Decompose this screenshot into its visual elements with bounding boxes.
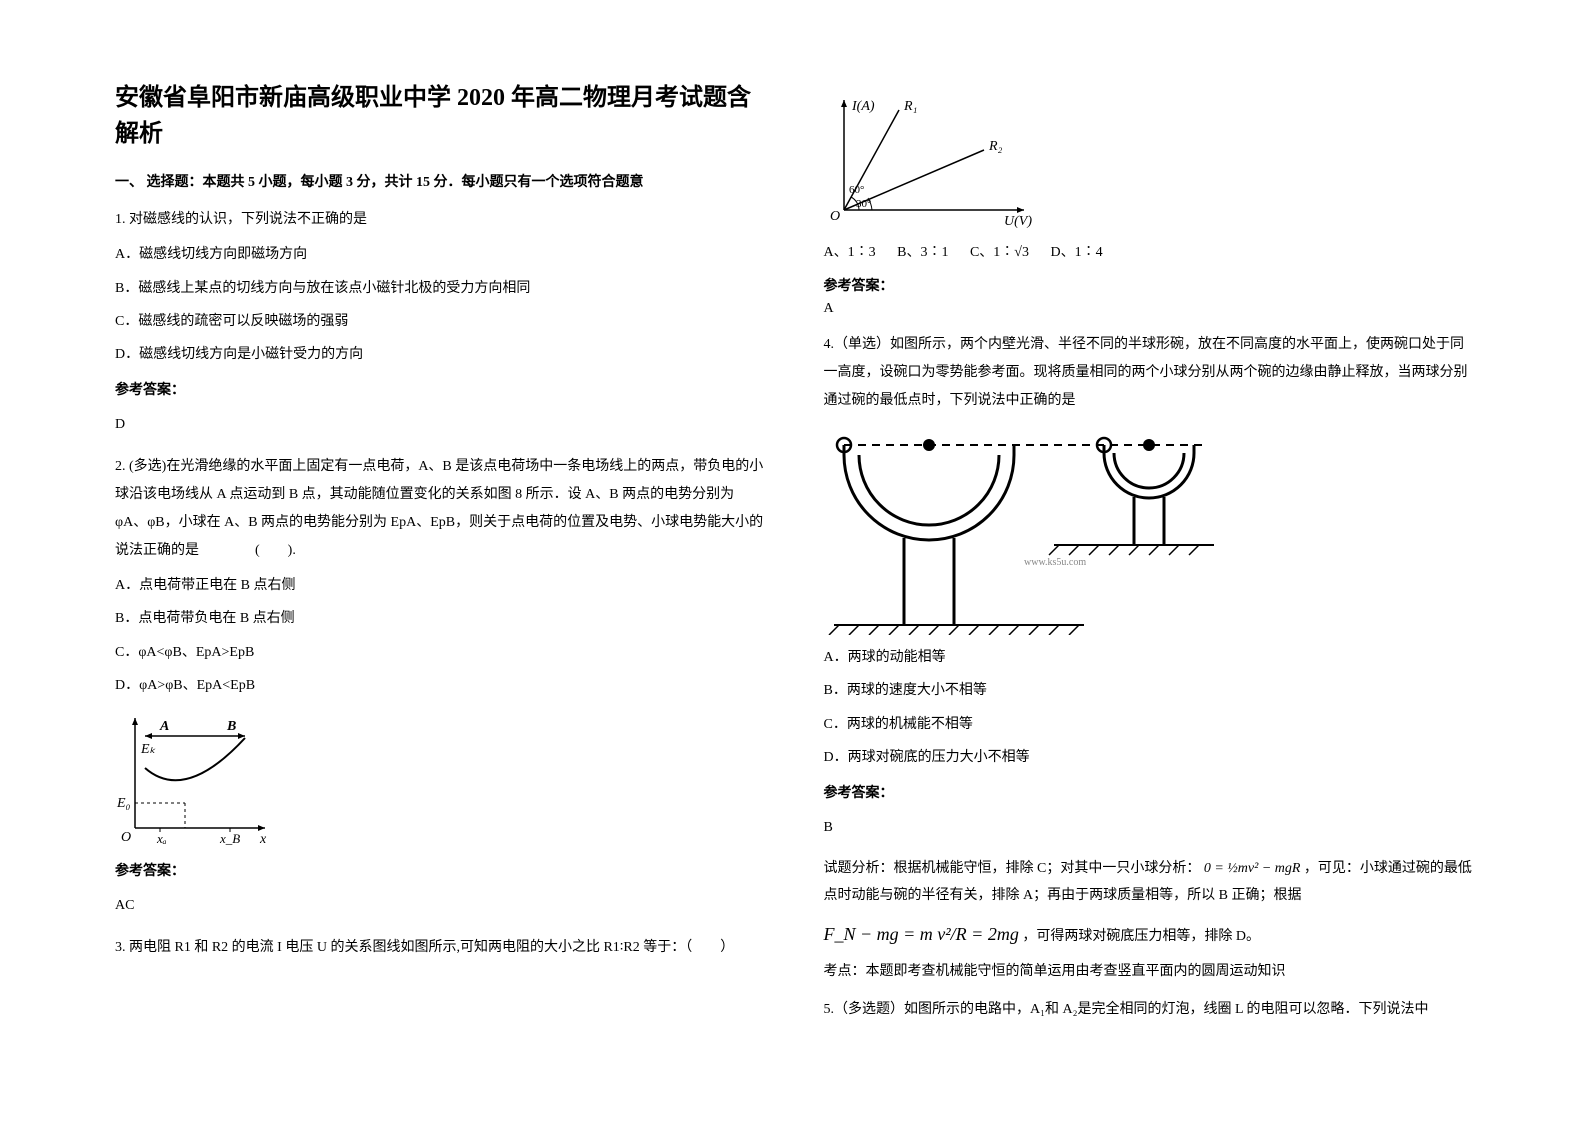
q4-answer-label: 参考答案：: [824, 780, 1473, 808]
q4-option-a: A．两球的动能相等: [824, 645, 1473, 670]
q4-option-d: D．两球对碗底的压力大小不相等: [824, 745, 1473, 770]
q2-label-xb: x_B: [219, 831, 240, 846]
q3-opt-d: D、1∶4: [1051, 245, 1103, 260]
q4-stem: 4.（单选）如图所示，两个内壁光滑、半径不同的半球形碗，放在不同高度的水平面上，…: [824, 331, 1473, 415]
q2-ek-diagram: A B Eₖ E₀ O xₐ x_B x: [115, 708, 275, 848]
question-2: 2. (多选)在光滑绝缘的水平面上固定有一点电荷，A、B 是该点电荷场中一条电场…: [115, 453, 764, 920]
q3-label-r2: R₂: [988, 139, 1003, 154]
q2-label-o: O: [121, 830, 131, 845]
q5-stem: 5.（多选题）如图所示的电路中，A₁和 A₂是完全相同的灯泡，线圈 L 的电阻可…: [824, 996, 1473, 1024]
q4-bowls-diagram: www.ks5u.com: [824, 425, 1224, 635]
q2-label-a: A: [159, 719, 169, 734]
question-4: 4.（单选）如图所示，两个内壁光滑、半径不同的半球形碗，放在不同高度的水平面上，…: [824, 331, 1473, 986]
q3-answer-label: 参考答案：: [824, 275, 1473, 295]
q2-label-xa: xₐ: [156, 831, 167, 846]
q3-label-30: 30°: [856, 198, 871, 210]
q4-analysis-1: 试题分析：根据机械能守恒，排除 C；对其中一只小球分析： 0 = ½mv² − …: [824, 856, 1473, 909]
q1-answer: D: [115, 411, 764, 439]
q1-option-d: D．磁感线切线方向是小磁针受力的方向: [115, 342, 764, 367]
q4-analysis-end: ，可得两球对碗底压力相等，排除 D。: [1022, 929, 1260, 944]
q4-answer: B: [824, 814, 1473, 842]
q1-answer-label: 参考答案：: [115, 377, 764, 405]
q4-formula1: 0 = ½mv² − mgR: [1204, 861, 1301, 876]
question-3: 3. 两电阻 R1 和 R2 的电流 I 电压 U 的关系图线如图所示,可知两电…: [115, 934, 764, 962]
q2-stem: 2. (多选)在光滑绝缘的水平面上固定有一点电荷，A、B 是该点电荷场中一条电场…: [115, 453, 764, 565]
q4-option-c: C．两球的机械能不相等: [824, 712, 1473, 737]
q3-label-o: O: [830, 209, 840, 224]
q3-options: A、1∶3 B、3∶1 C、1∶√3 D、1∶4: [824, 240, 1473, 265]
q2-option-a: A．点电荷带正电在 B 点右侧: [115, 573, 764, 598]
q3-stem: 3. 两电阻 R1 和 R2 的电流 I 电压 U 的关系图线如图所示,可知两电…: [115, 934, 764, 962]
question-1: 1. 对磁感线的认识，下列说法不正确的是 A．磁感线切线方向即磁场方向 B．磁感…: [115, 206, 764, 439]
q1-stem: 1. 对磁感线的认识，下列说法不正确的是: [115, 206, 764, 234]
q4-formula2: F_N − mg = m v²/R = 2mg: [824, 924, 1019, 944]
q1-option-b: B．磁感线上某点的切线方向与放在该点小磁针北极的受力方向相同: [115, 276, 764, 301]
q4-analysis-prefix: 试题分析：根据机械能守恒，排除 C；对其中一只小球分析：: [824, 861, 1201, 876]
q4-watermark: www.ks5u.com: [1024, 557, 1086, 568]
q4-topic: 考点：本题即考查机械能守恒的简单运用由考查竖直平面内的圆周运动知识: [824, 959, 1473, 986]
q3-iv-diagram: I(A) U(V) R₁ R₂ O 60° 30°: [824, 90, 1044, 230]
q3-label-60: 60°: [849, 184, 864, 196]
q2-label-b: B: [226, 719, 236, 734]
q1-option-a: A．磁感线切线方向即磁场方向: [115, 242, 764, 267]
q3-opt-b: B、3∶1: [897, 245, 948, 260]
q4-option-b: B．两球的速度大小不相等: [824, 678, 1473, 703]
q2-option-b: B．点电荷带负电在 B 点右侧: [115, 606, 764, 631]
q2-answer-label: 参考答案：: [115, 858, 764, 886]
question-5: 5.（多选题）如图所示的电路中，A₁和 A₂是完全相同的灯泡，线圈 L 的电阻可…: [824, 996, 1473, 1024]
q2-option-d: D．φA>φB、EpA<EpB: [115, 673, 764, 698]
q4-analysis-2: F_N − mg = m v²/R = 2mg ，可得两球对碗底压力相等，排除 …: [824, 917, 1473, 951]
q1-option-c: C．磁感线的疏密可以反映磁场的强弱: [115, 309, 764, 334]
page-title: 安徽省阜阳市新庙高级职业中学 2020 年高二物理月考试题含解析: [115, 80, 764, 152]
q2-label-x: x: [259, 832, 267, 847]
q2-label-ek: Eₖ: [140, 742, 157, 757]
q3-label-i: I(A): [851, 99, 875, 114]
q3-label-u: U(V): [1004, 214, 1032, 229]
q2-option-c: C．φA<φB、EpA>EpB: [115, 640, 764, 665]
q3-answer: A: [824, 301, 1473, 317]
section-header: 一、 选择题：本题共 5 小题，每小题 3 分，共计 15 分．每小题只有一个选…: [115, 172, 764, 194]
q2-label-e0: E₀: [116, 796, 131, 811]
q2-answer: AC: [115, 892, 764, 920]
q3-label-r1: R₁: [903, 99, 917, 114]
q3-opt-c: C、1∶√3: [970, 245, 1029, 260]
q3-opt-a: A、1∶3: [824, 245, 876, 260]
